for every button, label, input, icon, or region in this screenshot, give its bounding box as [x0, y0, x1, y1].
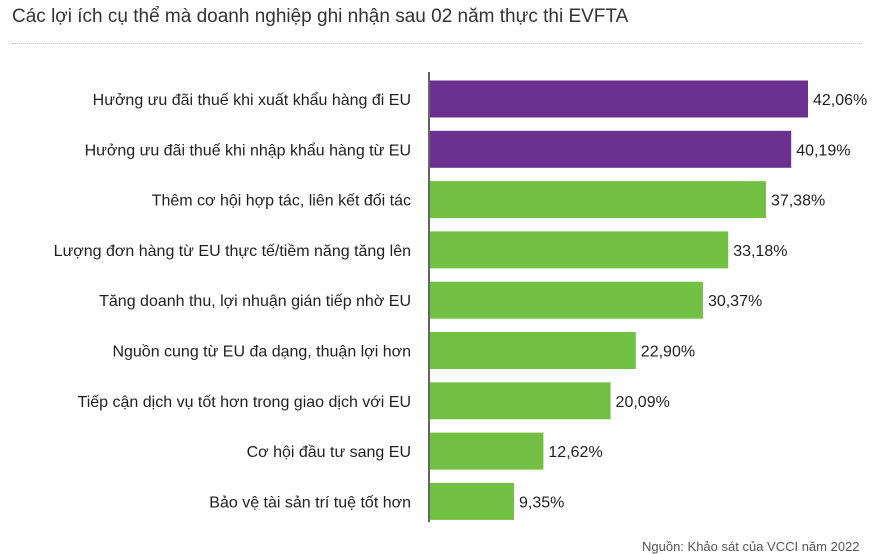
category-label: Bảo vệ tài sản trí tuệ tốt hơn	[209, 494, 411, 511]
category-label: Cơ hội đầu tư sang EU	[247, 444, 411, 461]
category-label: Nguồn cung từ EU đa dạng, thuận lợi hơn	[112, 344, 411, 361]
value-label: 22,90%	[641, 344, 695, 361]
category-label: Thêm cơ hội hợp tác, liên kết đối tác	[152, 193, 411, 210]
bar	[430, 482, 515, 520]
value-label: 30,37%	[708, 293, 762, 310]
category-label: Tăng doanh thu, lợi nhuận gián tiếp nhờ …	[99, 293, 411, 310]
title-divider	[12, 43, 862, 44]
bar	[430, 432, 544, 470]
value-label: 42,06%	[813, 92, 867, 109]
value-label: 20,09%	[616, 394, 670, 411]
bar	[430, 231, 729, 269]
category-label: Hưởng ưu đãi thuế khi nhập khẩu hàng từ …	[85, 141, 411, 159]
bar	[430, 181, 766, 219]
bar	[430, 382, 611, 420]
chart-title: Các lợi ích cụ thể mà doanh nghiệp ghi n…	[12, 6, 629, 27]
value-label: 37,38%	[771, 193, 825, 210]
value-label: 40,19%	[796, 142, 850, 159]
source-note: Nguồn: Khảo sát của VCCI năm 2022	[642, 539, 860, 554]
value-label: 12,62%	[548, 444, 602, 461]
value-label: 33,18%	[733, 243, 787, 260]
bar	[430, 130, 792, 168]
value-label: 9,35%	[519, 494, 564, 511]
bar	[430, 281, 703, 319]
bar	[430, 80, 808, 118]
bar	[430, 332, 636, 369]
category-label: Hưởng ưu đãi thuế khi xuất khẩu hàng đi …	[93, 91, 411, 109]
category-label: Tiếp cận dịch vụ tốt hơn trong giao dịch…	[78, 394, 411, 411]
category-label: Lượng đơn hàng từ EU thực tế/tiềm năng t…	[54, 243, 411, 260]
